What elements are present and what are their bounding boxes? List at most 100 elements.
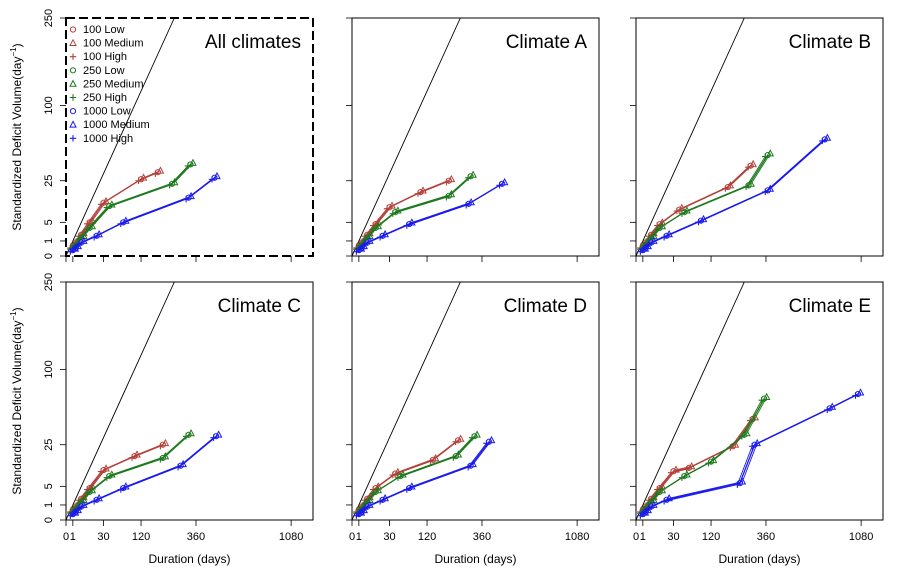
x-tick-label: 1080 <box>565 531 589 543</box>
x-tick-label: 360 <box>757 531 775 543</box>
y-axis-title-text: Standardized Deficit Volume(day <box>10 321 24 495</box>
x-tick-label: 360 <box>473 531 491 543</box>
data-point <box>407 218 416 226</box>
data-point <box>660 234 668 241</box>
series-line <box>640 395 856 517</box>
data-point <box>819 137 826 145</box>
y-tick-label: 100 <box>43 360 55 378</box>
data-point <box>355 246 363 253</box>
data-point <box>672 465 680 473</box>
data-point <box>456 434 465 442</box>
data-point <box>468 434 476 441</box>
legend-label: 250 High <box>83 92 127 104</box>
data-point <box>157 456 164 463</box>
plot-frame <box>65 281 314 521</box>
data-point <box>139 173 148 181</box>
data-point <box>473 430 481 438</box>
y-axis-title-close: ) <box>10 307 24 311</box>
data-point <box>678 474 686 481</box>
data-point <box>658 482 667 490</box>
data-point <box>464 464 472 471</box>
chart-panel: Climate E 0 1 30 120 360 1080 Duration (days) <box>630 281 884 566</box>
series-line <box>358 441 490 515</box>
legend-marker <box>69 94 77 101</box>
data-point <box>738 477 747 485</box>
legend-marker <box>69 67 77 74</box>
data-point <box>208 176 216 183</box>
data-point <box>103 204 111 211</box>
x-tick-label: 120 <box>702 531 720 543</box>
data-point <box>747 179 755 187</box>
series-line <box>361 434 478 511</box>
data-point <box>90 234 98 241</box>
series-line <box>72 163 191 249</box>
data-point <box>469 459 477 468</box>
legend-label: 1000 Low <box>83 106 131 118</box>
data-point <box>166 182 173 189</box>
data-point <box>639 510 647 517</box>
series-line <box>75 162 194 247</box>
legend-marker <box>69 26 77 33</box>
panel-title: Climate A <box>506 32 588 53</box>
data-point <box>365 500 374 508</box>
data-point <box>103 474 111 481</box>
data-point <box>658 485 667 494</box>
data-point <box>95 493 103 502</box>
data-point <box>102 464 110 472</box>
data-point <box>649 500 658 508</box>
legend-label: 100 Medium <box>83 38 144 50</box>
data-point <box>683 206 691 214</box>
legend-item: 100 High <box>69 51 127 63</box>
series-line <box>639 420 751 513</box>
data-point <box>189 158 197 166</box>
chart-panel: Climate D 0 1 30 120 360 1080 Duration (days) <box>346 281 600 566</box>
legend-marker <box>69 120 77 128</box>
data-point <box>88 485 97 494</box>
series-line <box>75 434 219 514</box>
plot-frame <box>635 281 884 521</box>
y-tick-label: 1 <box>43 238 55 244</box>
data-point <box>483 440 490 447</box>
data-point <box>79 500 88 508</box>
data-point <box>376 234 384 241</box>
data-point <box>649 236 658 244</box>
data-point <box>748 443 756 450</box>
legend-item: 100 Medium <box>69 38 144 50</box>
panel-title: Climate C <box>218 296 301 317</box>
legend-marker <box>69 53 77 60</box>
data-point <box>374 221 383 230</box>
x-tick-label: 1 <box>640 531 646 543</box>
series-line <box>75 433 192 511</box>
data-point <box>84 226 91 233</box>
data-point <box>107 200 116 208</box>
data-point <box>75 504 83 512</box>
legend-item: 250 Low <box>69 65 125 77</box>
data-point <box>766 149 775 157</box>
data-point <box>658 221 667 230</box>
data-point <box>758 396 765 404</box>
data-point <box>487 435 496 444</box>
data-point <box>117 220 125 228</box>
data-point <box>97 468 105 475</box>
chart-panel: Climate A <box>346 17 600 262</box>
y-tick-label: 100 <box>43 96 55 114</box>
x-axis-title: Duration (days) <box>434 552 516 566</box>
plot-frame <box>635 17 884 257</box>
data-point <box>157 443 164 450</box>
y-tick-label: 25 <box>43 439 55 451</box>
x-tick-label: 0 <box>349 531 355 543</box>
data-point <box>370 490 377 497</box>
data-point <box>464 174 472 182</box>
data-point <box>744 163 752 171</box>
data-point <box>187 428 195 437</box>
data-point <box>389 471 397 479</box>
legend-label: 100 Low <box>83 24 125 36</box>
data-point <box>403 222 411 229</box>
data-point <box>161 438 170 447</box>
y-tick-label: 5 <box>43 219 55 225</box>
x-axis-title: Duration (days) <box>148 552 230 566</box>
legend-item: 1000 Low <box>69 106 131 118</box>
data-point <box>214 430 223 438</box>
